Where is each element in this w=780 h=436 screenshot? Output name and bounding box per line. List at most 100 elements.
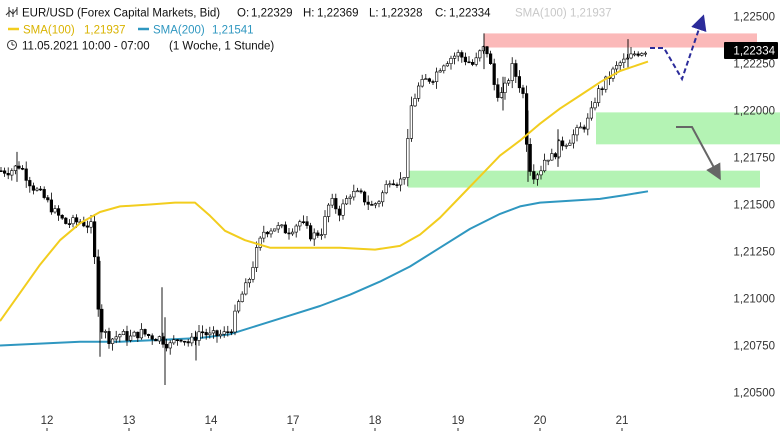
zones-layer	[408, 33, 780, 188]
candle-body	[456, 52, 460, 57]
candle-body	[355, 190, 360, 193]
candle-body	[506, 80, 511, 84]
y-tick-label: 1,20750	[733, 341, 775, 353]
candle-body	[589, 107, 593, 119]
candle-body	[528, 144, 532, 172]
candle-body	[643, 52, 647, 55]
candle-body	[308, 225, 313, 240]
candle-body	[395, 184, 399, 186]
clock-icon	[7, 40, 17, 50]
candle-body	[481, 46, 486, 52]
candle-body	[179, 339, 183, 342]
candle-body	[496, 84, 500, 98]
candle-body	[165, 343, 169, 349]
candle-body	[413, 98, 417, 107]
y-tick-label: 1,21250	[733, 247, 775, 259]
candle-body	[28, 180, 32, 187]
candle-body	[409, 105, 414, 139]
sma200-layer	[0, 190, 649, 347]
candle-body	[46, 197, 50, 201]
candle-body	[488, 53, 493, 64]
candle-body	[35, 188, 39, 191]
candle-body	[341, 203, 345, 216]
candle-body	[301, 221, 306, 223]
candle-body	[75, 217, 79, 223]
candle-body	[298, 221, 302, 227]
support-zone	[596, 112, 780, 145]
timestamp-text: 11.05.2021 10:00 - 07:00	[22, 41, 150, 53]
projection-down-arrow	[676, 126, 721, 181]
candle-body	[100, 308, 104, 333]
candle-body	[596, 88, 601, 103]
ohlc-low-value: 1,22328	[381, 8, 423, 20]
candle-body	[6, 173, 10, 176]
candle-body	[150, 335, 154, 340]
candle-body	[316, 232, 320, 236]
candle-body	[640, 53, 644, 56]
candle-body	[391, 183, 396, 186]
candle-body	[240, 293, 244, 302]
candle-body	[568, 142, 572, 146]
candle-body	[226, 331, 230, 334]
candle-body	[629, 53, 633, 59]
candle-body	[438, 70, 442, 73]
candle-body	[269, 230, 273, 235]
y-tick-label: 1,21750	[733, 153, 775, 165]
candle-body	[625, 57, 629, 60]
candle-body	[96, 256, 100, 310]
candle-body	[578, 126, 583, 129]
candle-body	[388, 183, 392, 186]
y-tick-label: 1,20500	[733, 388, 775, 400]
candle-body	[136, 331, 140, 339]
candle-body	[420, 79, 424, 87]
candle-body	[575, 127, 579, 136]
sma200-line	[0, 190, 649, 347]
candle-body	[348, 196, 352, 199]
candle-body	[323, 216, 327, 235]
candle-body	[478, 50, 482, 59]
candle-body	[330, 198, 334, 206]
ohlc-high-label: H:	[303, 8, 315, 20]
x-tick-label: 13	[123, 415, 136, 427]
candle-body	[107, 331, 111, 344]
candle-body	[0, 170, 3, 172]
candle-body	[499, 92, 504, 98]
y-axis: 1,22500 1,22250 1,22000 1,21750 1,21500 1,212…	[733, 12, 775, 400]
sma200-legend-label: SMA(200)	[153, 25, 205, 37]
candles-layer	[0, 33, 647, 385]
candle-body	[10, 170, 14, 176]
candle-body	[71, 217, 75, 225]
candle-body	[157, 336, 162, 342]
candle-body	[449, 57, 453, 64]
candle-body	[582, 126, 586, 130]
x-tick-label: 12	[41, 415, 54, 427]
candle-body	[460, 52, 464, 58]
ohlc-high-value: 1,22369	[317, 8, 359, 20]
y-tick-label: 1,22250	[733, 59, 775, 71]
candle-body	[406, 138, 410, 178]
candle-body	[470, 61, 475, 65]
candle-body	[280, 224, 284, 227]
candle-body	[546, 159, 550, 162]
x-tick-label: 18	[369, 415, 382, 427]
candle-body	[337, 208, 342, 216]
candle-body	[121, 331, 125, 335]
candle-body	[334, 198, 338, 210]
candle-body	[183, 340, 187, 343]
candle-body	[186, 341, 190, 344]
x-tick-label: 21	[616, 415, 629, 427]
candle-body	[53, 208, 57, 213]
ohlc-open-label: O:	[237, 8, 249, 20]
candle-body	[319, 234, 324, 236]
candle-body	[571, 134, 575, 144]
chart-header: EUR/USD (Forex Capital Markets, Bid) O: …	[5, 7, 612, 53]
candle-body	[147, 333, 151, 336]
candle-body	[427, 78, 432, 82]
candle-body	[352, 191, 356, 198]
candle-body	[265, 231, 270, 235]
candle-body	[632, 53, 637, 56]
x-tick-label: 14	[205, 415, 218, 427]
candle-body	[244, 282, 248, 295]
candle-body	[38, 188, 43, 191]
